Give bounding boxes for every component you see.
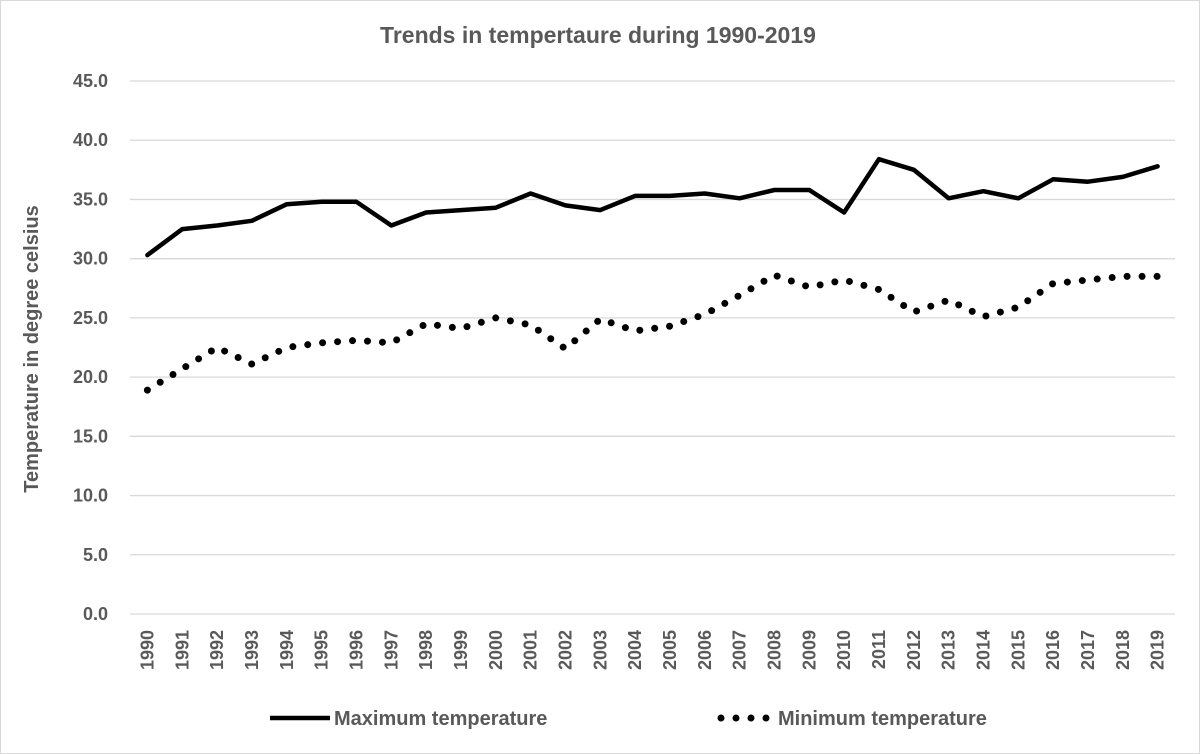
y-tick-label: 20.0	[73, 367, 108, 387]
x-tick-label: 2011	[869, 630, 889, 669]
x-tick-label: 1997	[381, 630, 401, 670]
x-tick-label: 1990	[137, 630, 157, 670]
y-tick-label: 40.0	[73, 130, 108, 150]
y-tick-label: 5.0	[83, 545, 108, 565]
x-tick-label: 2012	[904, 630, 924, 670]
y-tick-label: 30.0	[73, 249, 108, 269]
x-tick-label: 1992	[207, 630, 227, 670]
y-tick-label: 45.0	[73, 71, 108, 91]
x-tick-label: 2003	[590, 630, 610, 670]
y-axis-ticks: 0.0 5.0 10.0 15.0 20.0 25.0 30.0 35.0 40.0 45.0	[73, 71, 108, 624]
x-tick-label: 2017	[1078, 630, 1098, 670]
y-tick-label: 15.0	[73, 426, 108, 446]
y-axis-label: Temperature in degree celsius	[21, 205, 43, 493]
maximum-temperature-line	[145, 156, 1160, 258]
legend: Maximum temperature Minimum temperature	[270, 708, 987, 730]
x-tick-label: 2002	[555, 630, 575, 670]
x-tick-label: 2006	[695, 630, 715, 670]
legend-label: Minimum temperature	[778, 708, 987, 730]
x-tick-label: 2018	[1113, 630, 1133, 670]
x-tick-label: 2013	[939, 630, 959, 670]
legend-label: Maximum temperature	[334, 708, 547, 730]
y-tick-label: 35.0	[73, 189, 108, 209]
x-tick-label: 2001	[521, 630, 541, 670]
x-tick-label: 2014	[973, 630, 993, 670]
x-tick-label: 2010	[834, 630, 854, 670]
x-tick-label: 2004	[625, 630, 645, 670]
x-tick-label: 2008	[764, 630, 784, 670]
x-tick-label: 1994	[277, 630, 297, 670]
x-axis-ticks: 1990 1991 1992 1993 1994 1995 1996 1997 1998 1999…	[137, 630, 1167, 670]
x-tick-label: 2015	[1008, 630, 1028, 670]
x-tick-label: 2005	[660, 630, 680, 670]
x-tick-label: 1995	[312, 630, 332, 670]
y-tick-label: 25.0	[73, 308, 108, 328]
minimum-temperature-line	[143, 271, 1162, 394]
x-tick-label: 2009	[799, 630, 819, 670]
x-tick-label: 2016	[1043, 630, 1063, 670]
chart-title: Trends in tempertaure during 1990-2019	[380, 22, 816, 48]
series-lines	[143, 156, 1162, 394]
y-tick-label: 10.0	[73, 486, 108, 506]
x-tick-label: 1991	[172, 630, 192, 670]
x-tick-label: 1996	[346, 630, 366, 670]
x-tick-label: 1998	[416, 630, 436, 670]
x-tick-label: 2019	[1148, 630, 1168, 670]
x-tick-label: 2000	[486, 630, 506, 670]
x-tick-label: 1993	[242, 630, 262, 670]
x-tick-label: 2007	[730, 630, 750, 670]
gridlines	[130, 80, 1175, 615]
y-tick-label: 0.0	[83, 604, 108, 624]
x-tick-label: 1999	[451, 630, 471, 670]
